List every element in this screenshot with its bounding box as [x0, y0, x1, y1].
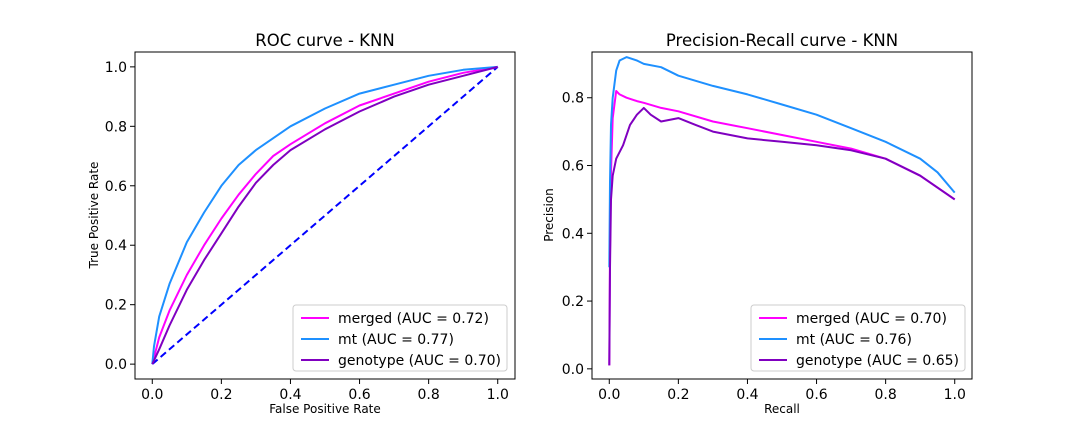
- roc-y-tick-label: 1.0: [105, 60, 127, 76]
- pr-series-line-2: [608, 56, 956, 268]
- roc-y-tick-label: 0.2: [105, 298, 127, 314]
- pr-ticks: 0.0 0.2 0.4 0.6 0.8 1.0 0.0 0.2 0.4 0.6 0.8: [562, 91, 966, 403]
- roc-y-tick-label: 0.8: [105, 119, 127, 135]
- roc-legend-label: genotype (AUC = 0.70): [338, 353, 501, 369]
- pr-x-axis-label: Recall: [764, 402, 800, 416]
- roc-legend-label: mt (AUC = 0.77): [338, 332, 454, 348]
- pr-y-axis-label: Precision: [542, 188, 556, 242]
- roc-y-tick-label: 0.4: [105, 238, 127, 254]
- pr-series-line-3: [608, 106, 956, 366]
- roc-diagonal-reference-line: [151, 66, 499, 365]
- roc-legend-frame: [292, 304, 508, 372]
- pr-x-tick-label: 0.0: [598, 387, 620, 403]
- pr-series-line-1: [608, 90, 956, 366]
- pr-y-tick-label: 0.6: [562, 159, 584, 175]
- pr-y-tick-label: 0.2: [562, 294, 584, 310]
- roc-chart: ROC curve - KNN 0.0 0.2 0.4 0.6 0.8 1.0 0.0 0.2…: [87, 31, 516, 416]
- roc-series-line-2: [151, 65, 498, 365]
- roc-y-tick-label: 0.0: [105, 357, 127, 373]
- pr-chart-title: Precision-Recall curve - KNN: [666, 31, 898, 50]
- pr-x-tick-label: 1.0: [944, 387, 966, 403]
- roc-x-tick-label: 0.0: [141, 387, 163, 403]
- roc-x-axis-label: False Positive Rate: [269, 402, 381, 416]
- pr-chart: Precision-Recall curve - KNN 0.0 0.2 0.4 0.…: [542, 31, 973, 416]
- pr-y-tick-label: 0.0: [562, 362, 584, 378]
- roc-y-tick-label: 0.6: [105, 179, 127, 195]
- pr-y-tick-label: 0.4: [562, 226, 584, 242]
- pr-x-tick-label: 0.6: [805, 387, 827, 403]
- roc-y-axis-label: True Positive Rate: [87, 162, 101, 270]
- roc-x-tick-label: 1.0: [487, 387, 509, 403]
- pr-plot-area: [608, 56, 956, 366]
- pr-legend-frame: [750, 304, 966, 372]
- roc-legend: merged (AUC = 0.72) mt (AUC = 0.77) genoty…: [292, 304, 508, 372]
- pr-legend-label: genotype (AUC = 0.65): [796, 353, 959, 369]
- roc-plot-area: [151, 65, 499, 365]
- pr-legend-label: merged (AUC = 0.70): [796, 311, 947, 327]
- roc-x-tick-label: 0.8: [418, 387, 440, 403]
- pr-legend: merged (AUC = 0.70) mt (AUC = 0.76) genoty…: [750, 304, 966, 372]
- roc-axes-frame: [134, 51, 516, 380]
- pr-x-tick-label: 0.4: [736, 387, 758, 403]
- roc-series-line-1: [151, 65, 498, 365]
- roc-ticks: 0.0 0.2 0.4 0.6 0.8 1.0 0.0 0.2 0.4 0.6 0.8 1.0: [105, 60, 509, 403]
- roc-chart-title: ROC curve - KNN: [255, 31, 394, 50]
- roc-x-tick-label: 0.4: [279, 387, 301, 403]
- pr-x-tick-label: 0.2: [667, 387, 689, 403]
- pr-axes-frame: [591, 51, 973, 380]
- roc-series-line-3: [151, 65, 498, 365]
- pr-legend-label: mt (AUC = 0.76): [796, 332, 912, 348]
- roc-x-tick-label: 0.2: [210, 387, 232, 403]
- roc-legend-label: merged (AUC = 0.72): [338, 311, 489, 327]
- pr-y-tick-label: 0.8: [562, 91, 584, 107]
- pr-x-tick-label: 0.8: [875, 387, 897, 403]
- roc-x-tick-label: 0.6: [348, 387, 370, 403]
